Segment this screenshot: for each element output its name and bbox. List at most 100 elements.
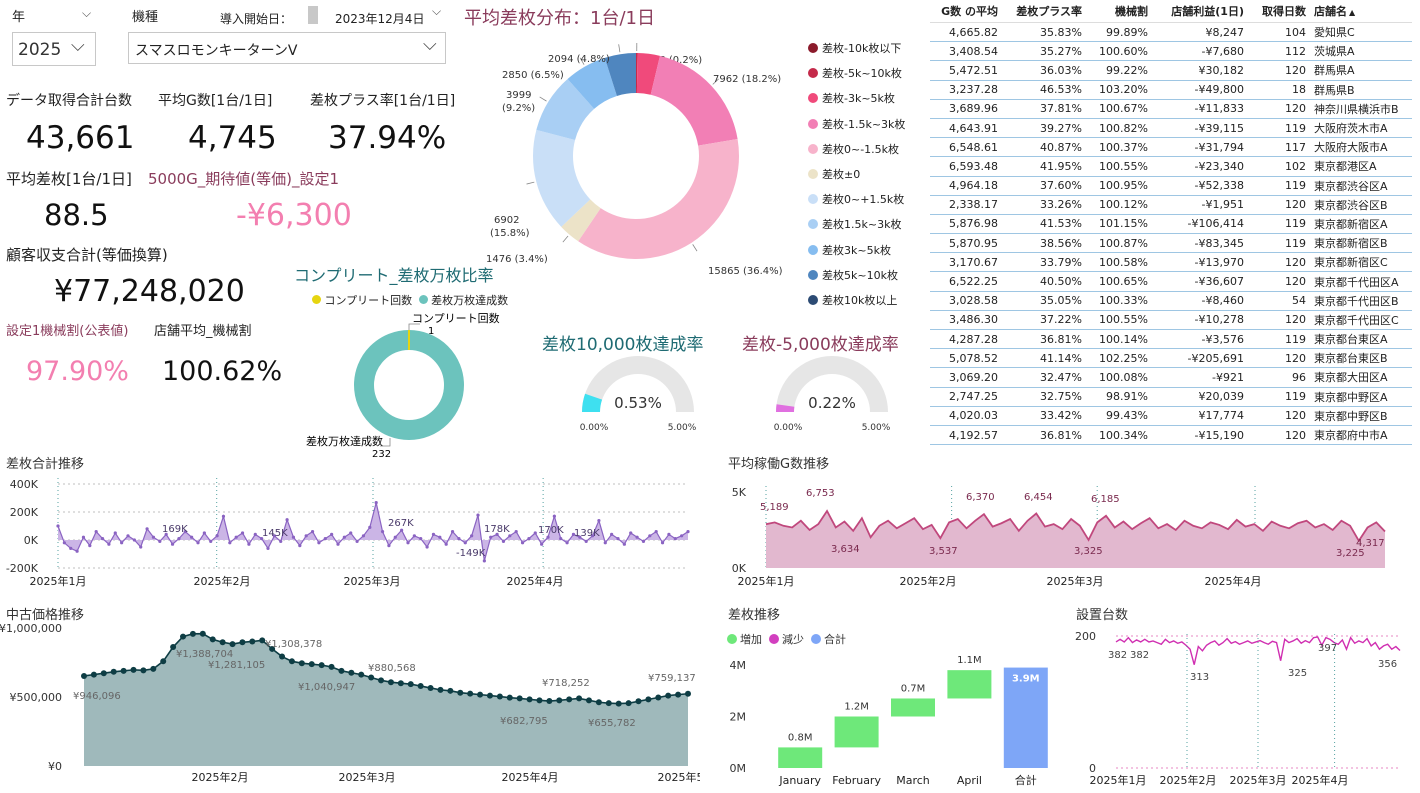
data-point[interactable] — [506, 694, 513, 701]
data-point[interactable] — [234, 535, 238, 539]
data-point[interactable] — [387, 544, 391, 548]
waterfall-bar[interactable] — [778, 747, 823, 768]
donut-slice[interactable] — [533, 129, 591, 227]
table-row[interactable]: 5,876.98 41.53% 101.15% -¥106,414 119 東京都新宿区A — [930, 214, 1412, 235]
table-row[interactable]: 6,593.48 41.95% 100.55% -¥23,340 102 東京都港区A — [930, 156, 1412, 177]
data-point[interactable] — [516, 695, 523, 702]
data-point[interactable] — [304, 534, 308, 538]
data-point[interactable] — [177, 537, 181, 541]
data-point[interactable] — [260, 537, 264, 541]
data-point[interactable] — [565, 541, 569, 545]
data-point[interactable] — [81, 535, 86, 539]
data-point[interactable] — [150, 665, 157, 672]
data-point[interactable] — [81, 672, 87, 679]
table-row[interactable]: 4,665.82 35.83% 99.89% ¥8,247 104 愛知県C — [930, 22, 1412, 43]
data-point[interactable] — [69, 546, 73, 550]
data-point[interactable] — [368, 674, 375, 681]
data-point[interactable] — [358, 671, 365, 678]
table-row[interactable]: 4,287.28 36.81% 100.14% -¥3,576 119 東京都台東区A — [930, 329, 1412, 350]
data-point[interactable] — [437, 686, 444, 693]
data-point[interactable] — [660, 541, 665, 545]
data-point[interactable] — [317, 541, 321, 545]
data-point[interactable] — [526, 696, 533, 703]
data-point[interactable] — [247, 542, 251, 546]
data-point[interactable] — [655, 694, 662, 701]
donut-slice[interactable] — [536, 79, 595, 141]
data-point[interactable] — [675, 691, 682, 698]
table-row[interactable]: 4,964.18 37.60% 100.95% -¥52,338 119 東京都渋谷区A — [930, 176, 1412, 196]
table-row[interactable]: 3,408.54 35.27% 100.60% -¥7,680 112 茨城県A — [930, 41, 1412, 62]
table-row[interactable]: 4,643.91 39.27% 100.82% -¥39,115 119 大阪府茨木市A — [930, 118, 1412, 139]
data-point[interactable] — [94, 530, 98, 534]
donut-slice[interactable] — [636, 53, 638, 94]
data-point[interactable] — [406, 541, 410, 545]
data-point[interactable] — [648, 534, 652, 538]
data-point[interactable] — [641, 539, 646, 543]
data-point[interactable] — [477, 691, 484, 698]
data-point[interactable] — [585, 697, 592, 704]
data-point[interactable] — [425, 545, 429, 549]
data-point[interactable] — [189, 630, 196, 637]
data-point[interactable] — [463, 541, 467, 545]
table-row[interactable]: 2,747.25 32.75% 98.91% ¥20,039 119 東京都中野区A — [930, 387, 1412, 407]
data-point[interactable] — [90, 671, 97, 678]
data-point[interactable] — [559, 537, 563, 541]
data-point[interactable] — [495, 532, 499, 536]
data-point[interactable] — [603, 541, 607, 545]
year-select[interactable]: 2025 ⌵ — [12, 32, 96, 66]
data-point[interactable] — [209, 636, 216, 643]
start-date-value[interactable]: 2023年12月4日 — [335, 12, 425, 26]
data-point[interactable] — [266, 546, 270, 550]
data-point[interactable] — [378, 677, 385, 684]
data-point[interactable] — [457, 537, 461, 541]
data-point[interactable] — [615, 700, 622, 707]
data-point[interactable] — [467, 690, 474, 697]
data-point[interactable] — [673, 537, 677, 541]
data-point[interactable] — [228, 541, 232, 545]
data-point[interactable] — [107, 542, 111, 546]
data-point[interactable] — [533, 531, 537, 535]
data-point[interactable] — [566, 696, 573, 703]
data-point[interactable] — [75, 549, 79, 553]
legend-label[interactable]: 減少 — [782, 632, 804, 646]
table-row[interactable]: 3,170.67 33.79% 100.58% -¥13,970 120 東京都新宿区C — [930, 252, 1412, 273]
table-row[interactable]: 3,028.58 35.05% 100.33% -¥8,460 54 東京都千代田区B — [930, 291, 1412, 311]
data-point[interactable] — [431, 532, 436, 536]
waterfall-bar[interactable] — [834, 716, 879, 748]
data-point[interactable] — [368, 525, 372, 529]
model-select[interactable]: スマスロモンキーターンV ⌵ — [128, 32, 446, 64]
data-point[interactable] — [590, 534, 595, 538]
data-point[interactable] — [447, 687, 454, 694]
data-point[interactable] — [527, 537, 531, 541]
data-point[interactable] — [571, 532, 576, 536]
data-point[interactable] — [393, 535, 397, 539]
legend-item[interactable]: 差枚-3k~5k枚 — [808, 90, 928, 115]
chevron-down-icon[interactable]: ⌵ — [432, 4, 442, 18]
data-point[interactable] — [496, 693, 503, 700]
donut-slice[interactable] — [567, 57, 617, 109]
data-point[interactable] — [635, 698, 642, 705]
legend-label[interactable]: 合計 — [824, 632, 846, 646]
table-row[interactable]: 4,020.03 33.42% 99.43% ¥17,774 120 東京都中野区B — [930, 406, 1412, 426]
column-header[interactable]: 機械割 — [1086, 0, 1152, 23]
data-point[interactable] — [190, 535, 194, 539]
data-point[interactable] — [336, 542, 340, 546]
data-point[interactable] — [540, 542, 544, 546]
data-point[interactable] — [151, 535, 156, 539]
data-point[interactable] — [597, 518, 601, 523]
legend-item[interactable]: 差枚10k枚以上 — [808, 292, 928, 317]
data-point[interactable] — [417, 683, 424, 690]
legend-item[interactable]: 差枚5k~10k枚 — [808, 267, 928, 292]
table-row[interactable]: 5,870.95 38.56% 100.87% -¥83,345 119 東京都新宿区B — [930, 233, 1412, 254]
data-point[interactable] — [279, 539, 283, 543]
data-point[interactable] — [145, 527, 149, 531]
data-point[interactable] — [219, 639, 226, 646]
legend-item[interactable]: 差枚3k~5k枚 — [808, 242, 928, 267]
data-point[interactable] — [400, 528, 404, 532]
data-point[interactable] — [489, 535, 493, 539]
legend-item[interactable]: 差枚-5k~10k枚 — [808, 65, 928, 90]
data-point[interactable] — [654, 530, 658, 534]
data-point[interactable] — [291, 535, 296, 539]
data-point[interactable] — [584, 539, 588, 543]
table-row[interactable]: 5,472.51 36.03% 99.22% ¥30,182 120 群馬県A — [930, 60, 1412, 81]
